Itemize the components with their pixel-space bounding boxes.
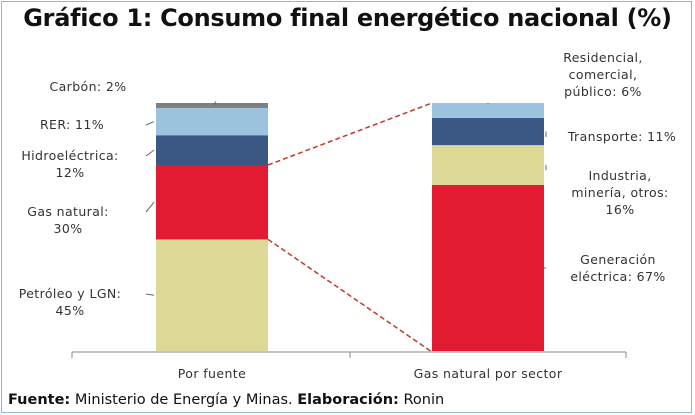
chart-title: Gráfico 1: Consumo final energético naci… — [23, 4, 672, 32]
label-hidroelectrica-line-1: 12% — [56, 165, 85, 180]
label-industria-mineria-otros-line-2: 16% — [606, 202, 635, 217]
label-residencial-comercial-publico-line-1: comercial, — [569, 67, 638, 82]
label-petroleo-y-lgn-line-0: Petróleo y LGN: — [19, 286, 122, 301]
stacked-bar-chart: Petróleo y LGN: 45% Gas natural: 30% Hidroel… — [19, 50, 676, 381]
label-transporte-line-0: Transporte: 11% — [567, 129, 676, 144]
bar-segment-por-fuente-rer — [156, 107, 268, 136]
bar-segment-gas-natural-por-sector-industria-mineria-otros — [432, 145, 544, 185]
label-rer-line-0: RER: 11% — [40, 117, 104, 132]
label-hidroelectrica-leader — [145, 149, 155, 157]
label-gas-natural-line-1: 30% — [54, 221, 83, 236]
source-label: Fuente: — [8, 392, 71, 408]
label-gas-natural-leader — [145, 201, 155, 213]
label-industria-mineria-otros-line-0: Industria, — [588, 168, 651, 183]
label-residencial-comercial-publico-line-0: Residencial, — [563, 50, 643, 65]
bar-segment-por-fuente-carbon — [156, 103, 268, 108]
label-residencial-comercial-publico-line-2: público: 6% — [564, 84, 642, 99]
bar-segment-por-fuente-petroleo-y-lgn — [156, 239, 268, 351]
source-text: Ministerio de Energía y Minas. — [70, 392, 298, 408]
label-carbon-leader — [213, 101, 217, 106]
connector-line-bottom — [267, 238, 433, 353]
connector-line-top — [267, 102, 433, 166]
label-hidroelectrica-line-0: Hidroeléctrica: — [21, 148, 118, 163]
source-note: Fuente: Ministerio de Energía y Minas. E… — [8, 392, 444, 408]
label-petroleo-y-lgn-leader — [145, 293, 155, 296]
label-gas-natural-line-0: Gas natural: — [27, 204, 109, 219]
x-tick-label-gas-natural-por-sector: Gas natural por sector — [414, 366, 563, 381]
label-petroleo-y-lgn-line-1: 45% — [56, 303, 85, 318]
bar-segment-por-fuente-hidroelectrica — [156, 135, 268, 165]
elaboration-label: Elaboración: — [297, 392, 399, 408]
bar-segment-gas-natural-por-sector-residencial-comercial-publico — [432, 103, 544, 118]
bar-segment-por-fuente-gas-natural — [156, 165, 268, 240]
label-industria-mineria-otros-line-1: minería, otros: — [571, 185, 668, 200]
label-generacion-electrica-line-1: eléctrica: 67% — [570, 269, 665, 284]
label-generacion-electrica-line-0: Generación — [580, 252, 656, 267]
label-rer-leader — [145, 121, 155, 126]
elaboration-text: Ronin — [398, 392, 445, 408]
label-carbon-line-0: Carbón: 2% — [49, 79, 126, 94]
x-tick-label-por-fuente: Por fuente — [178, 366, 246, 381]
bar-segment-gas-natural-por-sector-transporte — [432, 117, 544, 146]
bar-segment-gas-natural-por-sector-generacion-electrica — [432, 184, 544, 351]
